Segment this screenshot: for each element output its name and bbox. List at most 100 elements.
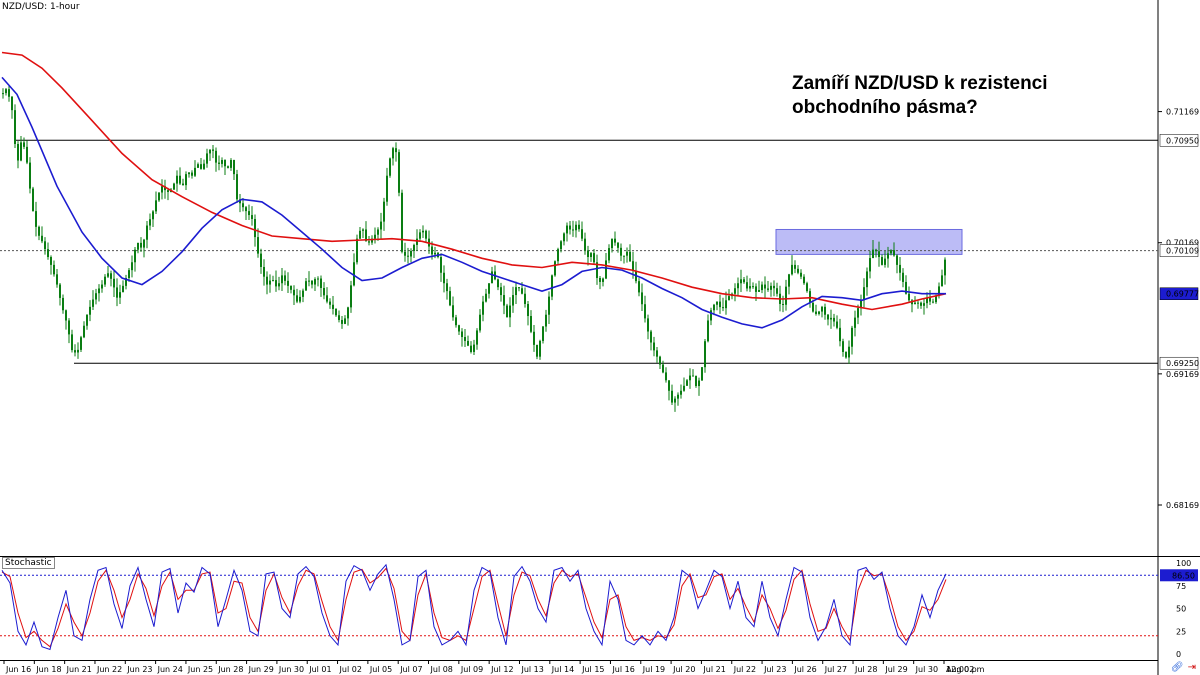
candle-body bbox=[389, 158, 391, 176]
candle-body bbox=[542, 326, 544, 341]
stochastic-value-label: 86.50 bbox=[1172, 571, 1195, 580]
symbol-label: NZD/USD: 1-hour bbox=[2, 2, 80, 12]
candle-body bbox=[20, 142, 22, 161]
y-tick-label: 0.71169 bbox=[1166, 108, 1199, 117]
x-tick-label: Jul 20 bbox=[672, 665, 695, 674]
candle-body bbox=[548, 296, 550, 315]
candle-body bbox=[119, 292, 121, 298]
candle-body bbox=[923, 303, 925, 306]
y-tick-label: 0.69169 bbox=[1166, 370, 1199, 379]
candle-body bbox=[623, 255, 625, 257]
candle-body bbox=[434, 252, 436, 255]
x-tick-label: Jul 23 bbox=[763, 665, 786, 674]
y-tick-label: 0.70169 bbox=[1166, 239, 1199, 248]
x-tick-label: Aug 02 bbox=[946, 665, 974, 674]
candle-body bbox=[227, 166, 229, 168]
candle-body bbox=[350, 285, 352, 308]
stochastic-tick-label: 25 bbox=[1176, 627, 1186, 636]
candle-body bbox=[482, 301, 484, 315]
candle-body bbox=[383, 201, 385, 222]
candle-body bbox=[914, 302, 916, 305]
current-price-label-box bbox=[1159, 244, 1199, 257]
candle-body bbox=[518, 287, 520, 289]
candle-body bbox=[500, 287, 502, 296]
candle-body bbox=[944, 259, 946, 276]
candle-body bbox=[620, 247, 622, 256]
candle-body bbox=[356, 238, 358, 263]
candle-body bbox=[803, 276, 805, 284]
candle-body bbox=[287, 280, 289, 286]
candle-body bbox=[164, 186, 166, 191]
candle-body bbox=[254, 218, 256, 238]
candle-body bbox=[608, 248, 610, 261]
candle-body bbox=[86, 314, 88, 326]
stochastic-tick-label: 0 bbox=[1176, 650, 1181, 659]
candle-body bbox=[653, 342, 655, 351]
candle-body bbox=[71, 334, 73, 351]
arrow-icon[interactable]: ⇥ bbox=[1187, 662, 1196, 673]
candle-body bbox=[371, 238, 373, 243]
candle-body bbox=[659, 356, 661, 365]
candle-body bbox=[404, 251, 406, 256]
candle-body bbox=[599, 278, 601, 282]
candle-body bbox=[128, 270, 130, 278]
candle-body bbox=[314, 279, 316, 285]
ma-price-label: 0.69777 bbox=[1166, 290, 1199, 299]
candle-body bbox=[188, 172, 190, 175]
candle-body bbox=[767, 288, 769, 290]
candle-body bbox=[11, 96, 13, 111]
candle-body bbox=[569, 225, 571, 230]
candle-body bbox=[827, 314, 829, 320]
candle-body bbox=[431, 246, 433, 255]
link-icon[interactable]: 🔗︎ bbox=[1170, 662, 1184, 673]
candle-body bbox=[641, 292, 643, 305]
stochastic-tick-label: 75 bbox=[1176, 582, 1186, 591]
x-tick-label: Jul 19 bbox=[642, 665, 665, 674]
candle-body bbox=[734, 288, 736, 294]
candle-body bbox=[755, 286, 757, 292]
candle-body bbox=[281, 275, 283, 284]
x-tick-label: Jul 28 bbox=[854, 665, 877, 674]
candle-body bbox=[260, 253, 262, 267]
candle-body bbox=[215, 150, 217, 163]
candle-body bbox=[713, 304, 715, 311]
candle-body bbox=[743, 279, 745, 283]
candle-body bbox=[392, 148, 394, 159]
x-tick-label: Jul 21 bbox=[702, 665, 725, 674]
candle-body bbox=[491, 271, 493, 284]
candle-body bbox=[14, 110, 16, 144]
candle-body bbox=[338, 315, 340, 320]
candle-body bbox=[797, 268, 799, 273]
candle-body bbox=[17, 143, 19, 161]
candle-body bbox=[158, 192, 160, 201]
candle-body bbox=[773, 285, 775, 289]
candle-body bbox=[551, 275, 553, 297]
candle-body bbox=[602, 278, 604, 282]
candle-body bbox=[920, 302, 922, 306]
candle-body bbox=[146, 225, 148, 240]
candle-body bbox=[686, 380, 688, 386]
x-tick-label: Jul 01 bbox=[308, 665, 331, 674]
candle-body bbox=[740, 279, 742, 284]
candle-body bbox=[656, 350, 658, 357]
candle-body bbox=[95, 293, 97, 300]
candle-body bbox=[776, 288, 778, 294]
candle-body bbox=[443, 272, 445, 284]
candle-body bbox=[398, 152, 400, 193]
candle-body bbox=[473, 344, 475, 352]
candle-body bbox=[137, 242, 139, 250]
x-tick-label: Jul 22 bbox=[733, 665, 756, 674]
candle-body bbox=[899, 264, 901, 273]
candle-body bbox=[905, 281, 907, 294]
candle-body bbox=[605, 260, 607, 279]
candle-body bbox=[458, 325, 460, 332]
candle-body bbox=[695, 375, 697, 387]
candle-body bbox=[578, 224, 580, 230]
candle-body bbox=[290, 285, 292, 290]
candle-body bbox=[377, 229, 379, 235]
candle-body bbox=[293, 289, 295, 296]
x-tick-label: Jul 14 bbox=[551, 665, 574, 674]
candle-body bbox=[509, 305, 511, 318]
candle-body bbox=[935, 295, 937, 303]
